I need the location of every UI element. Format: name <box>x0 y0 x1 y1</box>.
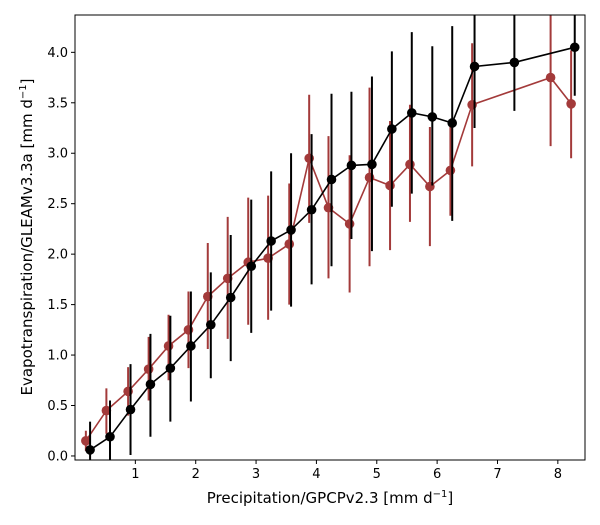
data-point <box>306 204 317 215</box>
y-tick-label: 0.0 <box>47 449 68 464</box>
data-point <box>566 98 576 109</box>
y-axis: 0.0 0.5 1.0 1.5 2.0 2.5 3.0 3.5 4.0 <box>47 46 75 464</box>
data-point <box>367 159 377 170</box>
y-axis-label-text: Evapotranspiration/GLEAMv3.3a [mm d <box>18 99 36 395</box>
data-point <box>85 445 95 455</box>
data-point <box>346 160 357 171</box>
y-tick-label: 1.5 <box>47 298 68 313</box>
data-point <box>101 405 112 416</box>
x-tick-label: 8 <box>554 467 562 482</box>
data-point <box>205 319 216 330</box>
x-axis-label-superscript: −1 <box>433 489 448 500</box>
data-point <box>405 159 415 170</box>
data-point <box>406 108 417 118</box>
plot-frame <box>74 14 586 461</box>
y-tick-label: 3.5 <box>47 96 68 111</box>
x-axis-label: Precipitation/GPCPv2.3 [mm d−1] <box>207 489 453 507</box>
y-tick-label: 0.5 <box>47 399 68 414</box>
x-tick-label: 4 <box>312 467 320 482</box>
series-layer <box>81 15 580 460</box>
x-tick-label: 3 <box>252 467 260 482</box>
data-point <box>509 57 520 68</box>
x-tick-label: 5 <box>373 467 381 482</box>
data-point <box>569 42 580 53</box>
data-point <box>284 239 295 249</box>
y-tick-label: 4.0 <box>47 46 68 61</box>
data-point <box>266 236 276 246</box>
data-point <box>163 341 174 351</box>
data-point <box>125 404 136 415</box>
y-tick-label: 2.5 <box>47 197 68 212</box>
x-tick-label: 2 <box>192 467 200 482</box>
data-point <box>246 261 257 272</box>
data-point <box>447 118 458 128</box>
x-tick-label: 1 <box>131 467 139 482</box>
data-point <box>186 341 196 351</box>
data-point <box>326 174 337 185</box>
data-point <box>165 363 176 373</box>
data-point <box>81 436 91 446</box>
series-2 <box>85 15 580 460</box>
data-point <box>145 379 156 390</box>
y-axis-label-superscript: −1 <box>18 84 29 99</box>
data-point <box>545 72 556 83</box>
data-point <box>445 165 456 176</box>
y-tick-label: 1.0 <box>47 349 68 364</box>
data-point <box>427 112 438 122</box>
y-tick-label: 3.0 <box>47 147 68 162</box>
data-point <box>286 225 296 235</box>
series-line <box>89 46 575 451</box>
data-point <box>469 61 480 72</box>
x-tick-label: 7 <box>493 467 501 482</box>
x-axis: 1 2 3 4 5 6 7 8 <box>131 460 562 482</box>
x-axis-label-text: Precipitation/GPCPv2.3 [mm d <box>207 489 433 507</box>
series-line <box>85 76 572 442</box>
data-point <box>387 124 397 134</box>
data-point <box>385 180 395 191</box>
x-tick-label: 6 <box>433 467 441 482</box>
data-point <box>105 431 115 442</box>
y-tick-label: 2.0 <box>47 248 68 263</box>
data-point <box>143 364 154 374</box>
data-point <box>225 292 236 303</box>
y-axis-label-end: ] <box>18 79 36 85</box>
x-axis-label-end: ] <box>447 489 453 507</box>
y-axis-label: Evapotranspiration/GLEAMv3.3a [mm d−1] <box>18 79 36 396</box>
data-point <box>344 219 355 229</box>
